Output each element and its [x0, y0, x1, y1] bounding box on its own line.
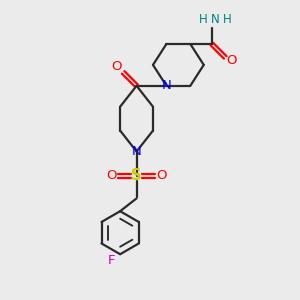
- Text: O: O: [106, 169, 117, 182]
- Text: O: O: [226, 54, 237, 67]
- Text: N: N: [211, 13, 220, 26]
- Text: H: H: [223, 13, 232, 26]
- Text: N: N: [161, 79, 171, 92]
- Text: F: F: [108, 254, 116, 267]
- Text: H: H: [199, 13, 208, 26]
- Text: O: O: [111, 61, 122, 74]
- Text: N: N: [132, 145, 141, 158]
- Text: O: O: [156, 169, 167, 182]
- Text: S: S: [131, 169, 142, 184]
